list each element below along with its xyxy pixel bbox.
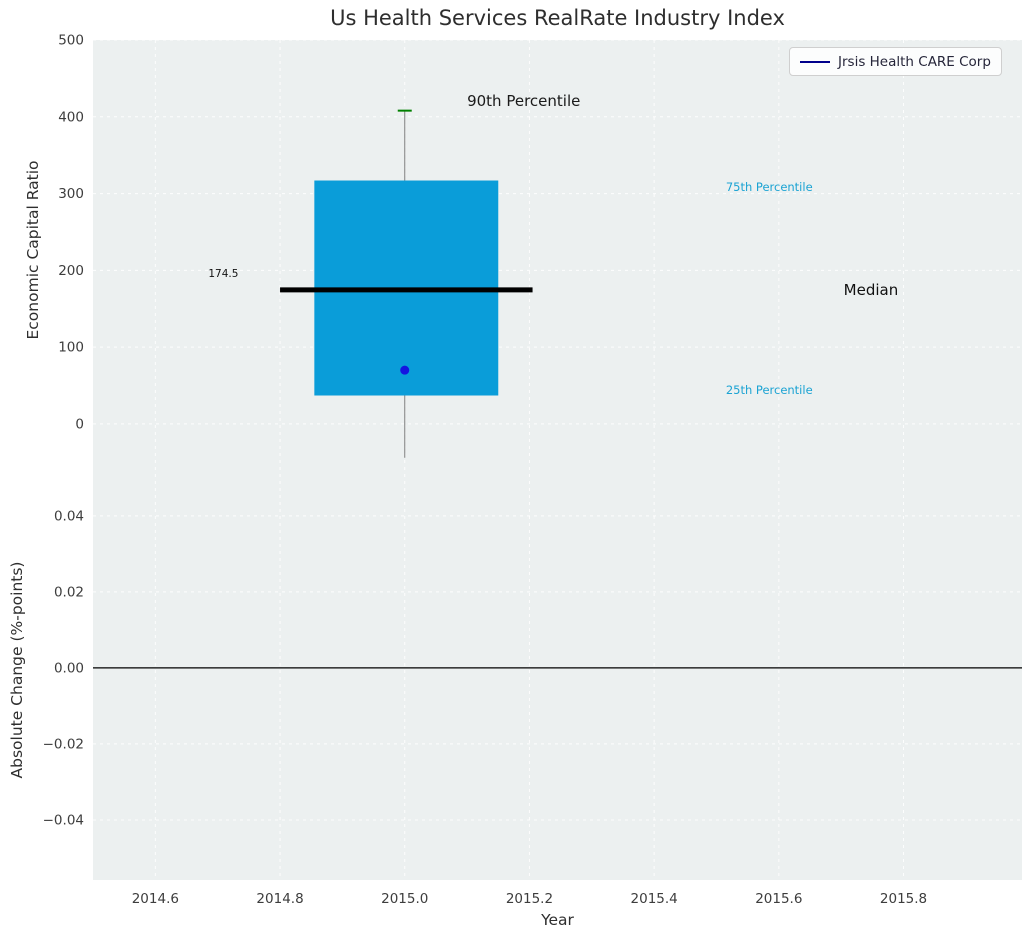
bottom-y-tick-label: 0.04 (54, 508, 84, 524)
company-point (400, 365, 410, 375)
top-y-tick-label: 300 (58, 186, 84, 202)
bottom-y-tick-label: −0.02 (43, 736, 84, 752)
annotation-75th-percentile: 75th Percentile (725, 180, 813, 195)
bottom-y-tick-label: 0.00 (54, 660, 84, 676)
top-y-tick-label: 0 (75, 416, 84, 432)
annotation-25th-percentile: 25th Percentile (725, 383, 813, 398)
x-tick-label: 2015.6 (755, 891, 802, 907)
chart-title: Us Health Services RealRate Industry Ind… (330, 6, 785, 30)
axes-background (93, 40, 1022, 880)
x-axis-label: Year (541, 911, 574, 929)
bottom-y-tick-label: 0.02 (54, 584, 84, 600)
top-y-axis-label: Economic Capital Ratio (24, 160, 42, 340)
legend: Jrsis Health CARE Corp (789, 47, 1002, 76)
legend-label: Jrsis Health CARE Corp (838, 53, 991, 70)
annotation-median-value: 174.5 (208, 268, 239, 281)
top-y-tick-label: 500 (58, 33, 84, 49)
x-tick-label: 2015.8 (880, 891, 927, 907)
x-tick-label: 2015.0 (381, 891, 428, 907)
x-tick-label: 2014.6 (132, 891, 179, 907)
annotation-90th-percentile: 90th Percentile (467, 92, 581, 111)
top-y-tick-label: 200 (58, 263, 84, 279)
annotation-median: Median (843, 280, 899, 299)
top-y-tick-label: 400 (58, 109, 84, 125)
x-tick-label: 2015.2 (506, 891, 553, 907)
top-y-tick-label: 100 (58, 340, 84, 356)
bottom-y-axis-label: Absolute Change (%-points) (8, 561, 26, 779)
x-tick-label: 2014.8 (256, 891, 303, 907)
legend-line-icon (800, 60, 830, 63)
bottom-y-tick-label: −0.04 (43, 812, 84, 828)
x-tick-label: 2015.4 (631, 891, 678, 907)
